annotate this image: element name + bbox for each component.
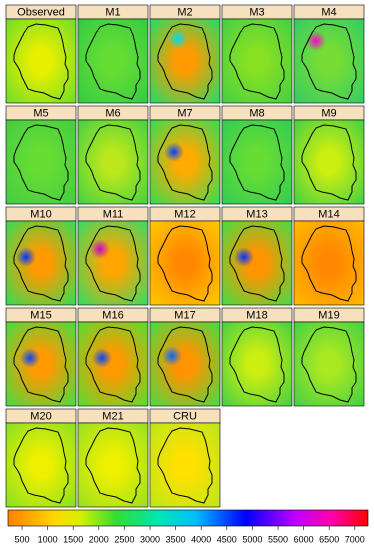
panel-title: M18: [246, 309, 267, 321]
colorbar-tick-label: 5000: [242, 534, 262, 544]
panel-title: M5: [33, 107, 48, 119]
panel: Observed: [5, 4, 77, 104]
panel-title: M17: [174, 309, 195, 321]
panel-title: CRU: [173, 410, 197, 422]
panel: M19: [293, 307, 365, 407]
panel-grid: Observed M1 M2 M3 M4 M5 M6 M7 M8 M9 M10 M11 M12 M13 M1…: [5, 4, 365, 508]
colorbar-tick-label: 5500: [268, 534, 288, 544]
panel-title: M21: [102, 410, 123, 422]
panel-title: M7: [177, 107, 192, 119]
panel-title: M6: [105, 107, 120, 119]
map-hotspot: [92, 348, 112, 368]
panel-title: M15: [30, 309, 51, 321]
colorbar-tick-label: 7000: [345, 534, 365, 544]
panel-title: M3: [249, 6, 264, 18]
panel-title: M9: [321, 107, 336, 119]
panel: CRU: [149, 408, 221, 508]
colorbar-tick-label: 1500: [63, 534, 83, 544]
map-hotspot: [164, 142, 184, 162]
panel: M15: [5, 307, 77, 407]
colorbar-tick-label: 4000: [191, 534, 211, 544]
colorbar-tick-label: 2500: [114, 534, 134, 544]
panel: M2: [149, 4, 221, 104]
panel: M18: [221, 307, 293, 407]
map-hotspot: [306, 31, 326, 51]
panel: M7: [149, 105, 221, 205]
panel: M8: [221, 105, 293, 205]
colorbar-tick-label: 1000: [38, 534, 58, 544]
colorbar-tick-label: 3000: [140, 534, 160, 544]
map-hotspot: [20, 348, 40, 368]
panel: M1: [77, 4, 149, 104]
panel-title: M19: [318, 309, 339, 321]
panel: M4: [293, 4, 365, 104]
panel: M3: [221, 4, 293, 104]
panel-title: M11: [103, 208, 124, 220]
colorbar-tick-label: 6500: [319, 534, 339, 544]
colorbar-tick-label: 2000: [89, 534, 109, 544]
panel: M20: [5, 408, 77, 508]
panel: M10: [5, 206, 77, 306]
panel-title: M10: [30, 208, 51, 220]
panel-title: Observed: [17, 6, 65, 18]
panel: M14: [293, 206, 365, 306]
panel-title: M12: [174, 208, 195, 220]
panel-title: M1: [105, 6, 120, 18]
panel-title: M20: [30, 410, 51, 422]
colorbar-ticks: 500 1000 1500 2000 2500 3000 3500 4000 4500 5000 5…: [14, 526, 365, 544]
map-hotspot: [162, 346, 182, 366]
panel: M5: [5, 105, 77, 205]
map-hotspot: [234, 247, 254, 267]
panel-title: M2: [177, 6, 192, 18]
panel-title: M13: [246, 208, 267, 220]
panel: M12: [149, 206, 221, 306]
map-hotspot: [168, 29, 188, 49]
panel: M17: [149, 307, 221, 407]
panel: M21: [77, 408, 149, 508]
panel: M11: [77, 206, 149, 306]
panel-title: M8: [249, 107, 264, 119]
panel: M13: [221, 206, 293, 306]
colorbar: [7, 509, 369, 527]
map-hotspot: [90, 239, 110, 259]
colorbar-tick-label: 4500: [217, 534, 237, 544]
map-field: [221, 18, 293, 104]
map-hotspot: [16, 247, 36, 267]
panel-title: M4: [321, 6, 336, 18]
panel: M9: [293, 105, 365, 205]
colorbar-tick-label: 6000: [294, 534, 314, 544]
panel-title: M14: [318, 208, 339, 220]
panel-title: M16: [102, 309, 123, 321]
colorbar-tick-label: 500: [14, 534, 29, 544]
colorbar-tick-label: 3500: [166, 534, 186, 544]
panel: M16: [77, 307, 149, 407]
panel: M6: [77, 105, 149, 205]
